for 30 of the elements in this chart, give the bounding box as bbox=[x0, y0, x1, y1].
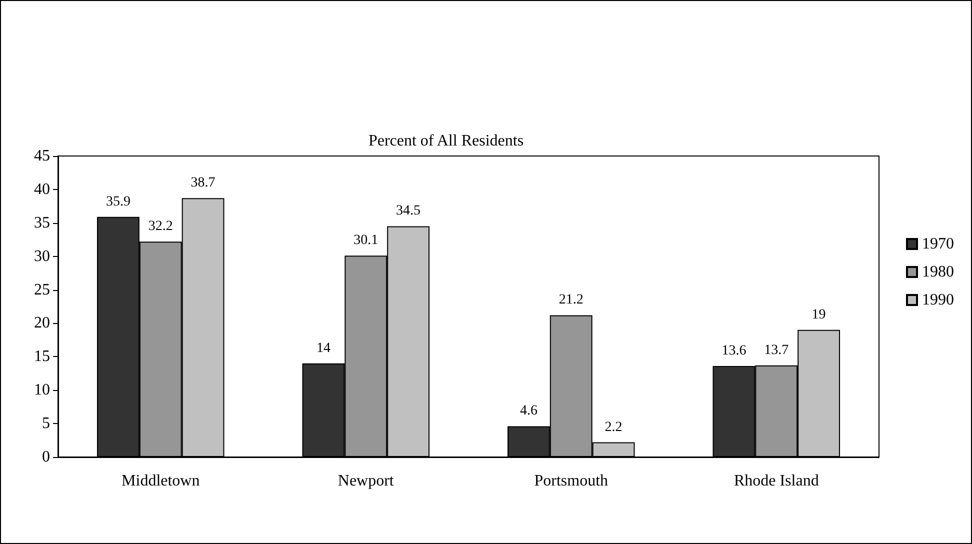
data-label: 4.6 bbox=[520, 404, 538, 419]
data-label: 30.1 bbox=[354, 233, 378, 248]
data-label: 2.2 bbox=[604, 420, 622, 435]
y-tick-label: 40 bbox=[34, 180, 50, 198]
data-label: 13.7 bbox=[764, 342, 789, 358]
data-label: 21.2 bbox=[558, 292, 584, 308]
y-tick-label: 45 bbox=[34, 148, 50, 164]
data-label: 14 bbox=[316, 340, 330, 356]
legend-label: 1990 bbox=[922, 292, 954, 308]
y-tick-label: 10 bbox=[34, 382, 50, 399]
legend-label: 1980 bbox=[922, 264, 954, 280]
y-tick-label: 30 bbox=[34, 248, 50, 265]
chart-title: Percent of All Residents bbox=[368, 132, 524, 150]
legend-label: 1970 bbox=[922, 236, 954, 252]
data-label: 32.2 bbox=[148, 219, 173, 234]
y-tick-label: 25 bbox=[34, 281, 50, 298]
data-label: 34.5 bbox=[396, 204, 421, 219]
data-label: 19 bbox=[812, 307, 826, 322]
x-tick-label: Middletown bbox=[122, 472, 200, 490]
x-tick-label: Newport bbox=[338, 472, 394, 490]
y-tick-label: 5 bbox=[42, 415, 50, 432]
x-tick-label: Rhode Island bbox=[734, 472, 819, 490]
y-tick-label: 0 bbox=[42, 448, 50, 466]
data-label: 13.6 bbox=[722, 344, 746, 359]
x-tick-label: Portsmouth bbox=[534, 472, 608, 490]
y-tick-label: 35 bbox=[34, 214, 50, 232]
data-label: 35.9 bbox=[106, 194, 130, 210]
data-label: 38.7 bbox=[190, 176, 216, 191]
y-tick-label: 15 bbox=[34, 348, 50, 366]
y-tick-label: 20 bbox=[34, 314, 50, 332]
